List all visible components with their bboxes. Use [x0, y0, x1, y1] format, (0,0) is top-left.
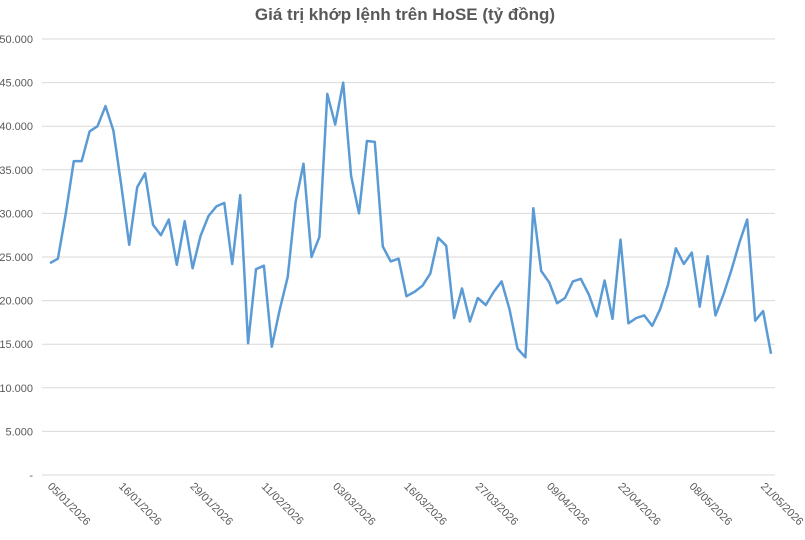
y-tick-label: 15.000 — [0, 339, 33, 351]
y-tick-label: 45.000 — [0, 78, 33, 90]
x-tick-label: 29/01/2026 — [187, 481, 234, 528]
y-tick-label: 20.000 — [0, 296, 33, 308]
y-tick-label: 40.000 — [0, 121, 33, 133]
x-tick-label: 16/03/2026 — [401, 481, 448, 528]
x-tick-label: 16/01/2026 — [116, 481, 163, 528]
x-tick-label: 05/01/2026 — [45, 481, 92, 528]
y-tick-label: - — [29, 470, 33, 482]
x-tick-label: 08/05/2026 — [687, 481, 734, 528]
y-tick-label: 10.000 — [0, 383, 33, 395]
x-tick-label: 11/02/2026 — [259, 481, 306, 528]
x-tick-label: 21/05/2026 — [758, 481, 805, 528]
y-tick-label: 25.000 — [0, 252, 33, 264]
x-tick-label: 03/03/2026 — [330, 481, 377, 528]
y-tick-label: 35.000 — [0, 165, 33, 177]
data-line — [49, 81, 773, 359]
y-tick-label: 30.000 — [0, 208, 33, 220]
chart-title: Giá trị khớp lệnh trên HoSE (tỷ đồng) — [255, 5, 555, 24]
x-tick-label: 22/04/2026 — [615, 481, 662, 528]
x-tick-label: 27/03/2026 — [473, 481, 520, 528]
y-tick-label: 50.000 — [0, 34, 33, 46]
y-tick-label: 5.000 — [5, 426, 33, 438]
x-tick-label: 09/04/2026 — [544, 481, 591, 528]
